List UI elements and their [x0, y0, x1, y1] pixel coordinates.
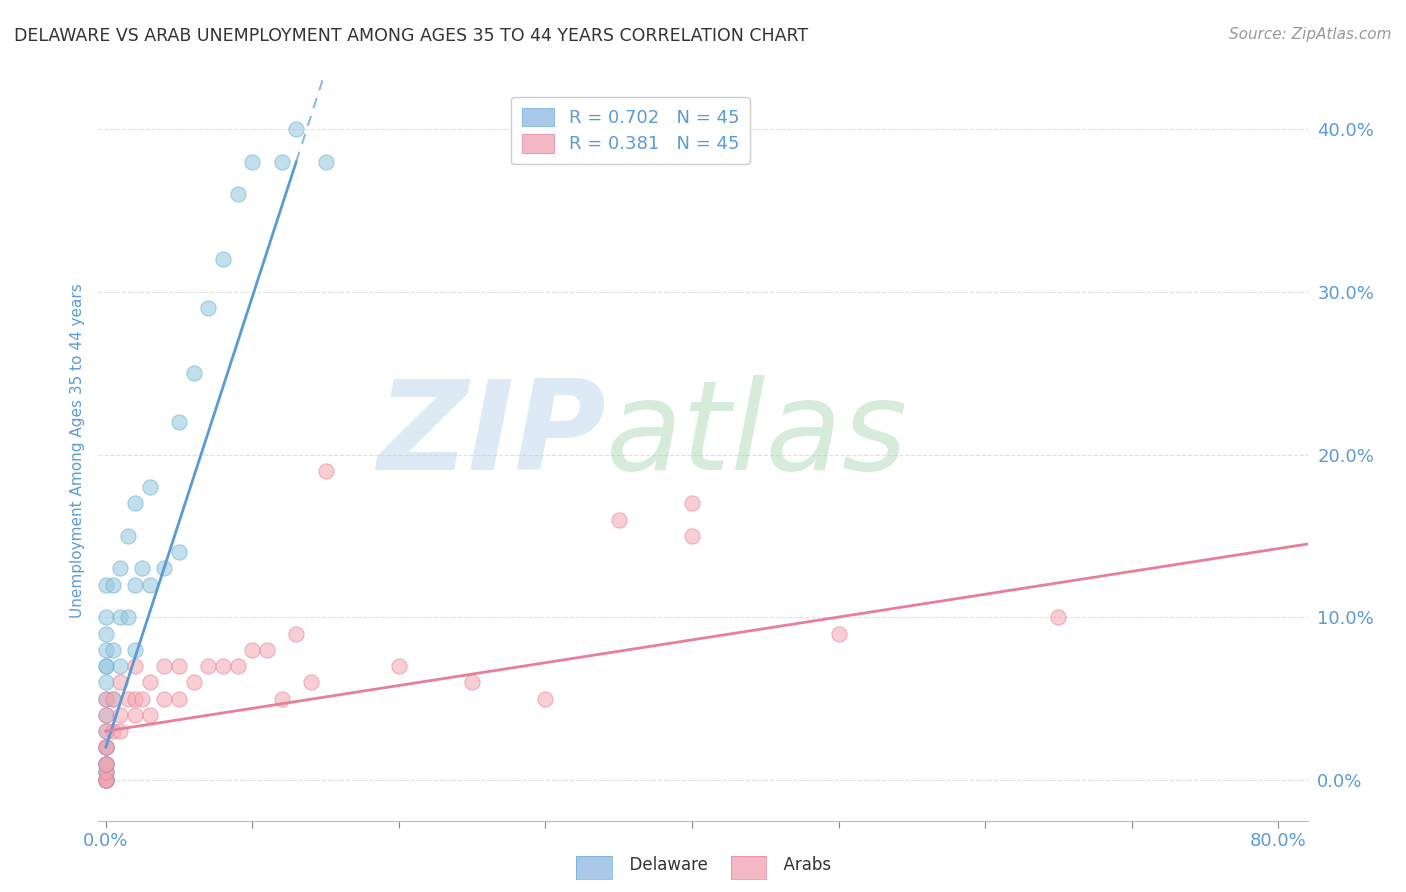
Point [94, 740, 117, 755]
Point [285, 122, 308, 136]
Point [101, 642, 124, 657]
Point [461, 675, 484, 690]
Point [167, 691, 190, 706]
Point [240, 642, 263, 657]
Point [131, 561, 153, 575]
Point [183, 675, 205, 690]
Point [124, 659, 146, 673]
Point [101, 724, 124, 739]
Point [110, 610, 132, 624]
Point [167, 659, 190, 673]
Point [94, 756, 117, 771]
Point [197, 301, 219, 315]
Text: ZIP: ZIP [378, 376, 606, 496]
Point [94, 756, 117, 771]
Point [94, 764, 117, 779]
Point [94, 772, 117, 787]
Text: Source: ZipAtlas.com: Source: ZipAtlas.com [1229, 27, 1392, 42]
Point [226, 187, 249, 202]
Point [94, 772, 117, 787]
Point [94, 659, 117, 673]
Point [681, 496, 703, 510]
Point [94, 772, 117, 787]
Point [270, 154, 292, 169]
Point [138, 577, 160, 591]
Point [124, 642, 146, 657]
Point [153, 691, 176, 706]
Point [153, 561, 176, 575]
Point [110, 561, 132, 575]
Point [226, 659, 249, 673]
Point [256, 642, 278, 657]
Point [94, 691, 117, 706]
Text: DELAWARE VS ARAB UNEMPLOYMENT AMONG AGES 35 TO 44 YEARS CORRELATION CHART: DELAWARE VS ARAB UNEMPLOYMENT AMONG AGES… [14, 27, 808, 45]
Point [94, 756, 117, 771]
Point [167, 415, 190, 429]
Legend: R = 0.702   N = 45, R = 0.381   N = 45: R = 0.702 N = 45, R = 0.381 N = 45 [510, 96, 749, 164]
Point [94, 764, 117, 779]
Point [94, 756, 117, 771]
Point [94, 740, 117, 755]
Point [110, 659, 132, 673]
Point [110, 707, 132, 722]
Point [240, 154, 263, 169]
Point [94, 610, 117, 624]
Point [534, 691, 557, 706]
Text: Arabs: Arabs [773, 856, 831, 874]
Point [124, 496, 146, 510]
Y-axis label: Unemployment Among Ages 35 to 44 years: Unemployment Among Ages 35 to 44 years [69, 283, 84, 618]
Point [94, 626, 117, 640]
Point [388, 659, 411, 673]
Point [212, 252, 235, 267]
Point [131, 691, 153, 706]
Point [315, 464, 337, 478]
Point [94, 577, 117, 591]
Point [124, 577, 146, 591]
Point [94, 756, 117, 771]
Text: Delaware: Delaware [619, 856, 707, 874]
Point [124, 691, 146, 706]
Point [827, 626, 849, 640]
Point [94, 675, 117, 690]
Point [183, 366, 205, 380]
Point [94, 724, 117, 739]
Point [94, 772, 117, 787]
Point [212, 659, 235, 673]
Point [138, 480, 160, 494]
Point [299, 675, 322, 690]
Point [94, 740, 117, 755]
Point [101, 577, 124, 591]
Point [94, 764, 117, 779]
Point [94, 659, 117, 673]
Point [117, 691, 139, 706]
Point [94, 724, 117, 739]
Point [153, 659, 176, 673]
Point [101, 691, 124, 706]
Point [607, 513, 630, 527]
Point [270, 691, 292, 706]
Point [315, 154, 337, 169]
Point [1047, 610, 1070, 624]
Point [94, 691, 117, 706]
Point [167, 545, 190, 559]
Point [681, 529, 703, 543]
Point [94, 707, 117, 722]
Point [110, 724, 132, 739]
Point [138, 707, 160, 722]
Point [117, 529, 139, 543]
Point [117, 610, 139, 624]
Point [110, 675, 132, 690]
Point [138, 675, 160, 690]
Point [94, 740, 117, 755]
Point [94, 772, 117, 787]
Point [94, 772, 117, 787]
Point [101, 691, 124, 706]
Point [124, 707, 146, 722]
Text: atlas: atlas [606, 376, 908, 496]
Point [94, 707, 117, 722]
Point [197, 659, 219, 673]
Point [94, 642, 117, 657]
Point [285, 626, 308, 640]
